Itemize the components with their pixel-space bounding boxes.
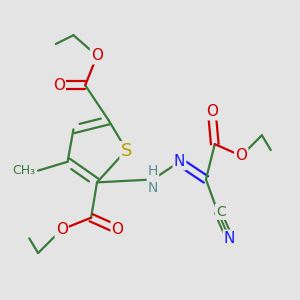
Text: CH₃: CH₃: [12, 164, 35, 177]
Text: O: O: [206, 104, 218, 119]
Text: N: N: [174, 154, 185, 169]
Text: O: O: [53, 78, 65, 93]
Text: O: O: [91, 48, 103, 63]
Text: S: S: [121, 142, 132, 160]
Text: H
N: H N: [148, 164, 158, 194]
Text: O: O: [56, 222, 68, 237]
Text: O: O: [235, 148, 247, 164]
Text: N: N: [224, 231, 235, 246]
Text: O: O: [112, 222, 124, 237]
Text: C: C: [216, 205, 226, 219]
